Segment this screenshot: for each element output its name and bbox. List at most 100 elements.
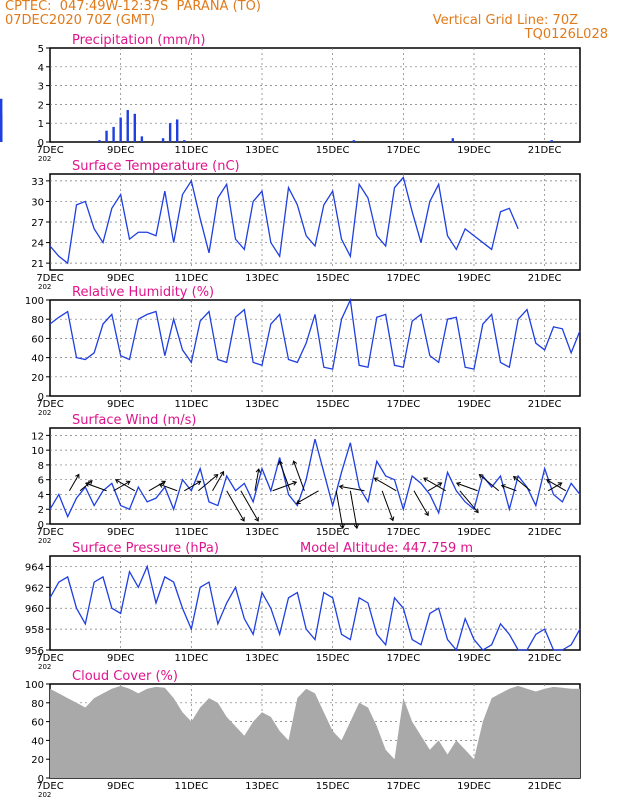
x-tick-label: 9DEC: [107, 781, 134, 792]
model-altitude-label: Model Altitude: 447.759 m: [300, 541, 473, 556]
wind-arrow-head: [114, 479, 120, 484]
precip-bar: [168, 123, 172, 142]
x-tick-sublabel: 202: [38, 155, 51, 163]
precip-bar: [98, 140, 101, 142]
y-tick-label: 80: [31, 699, 44, 710]
wind-arrow: [240, 490, 259, 522]
precip-bar: [550, 140, 553, 142]
y-tick-label: 960: [25, 604, 44, 615]
panel-title: Cloud Cover (%): [72, 669, 178, 684]
x-tick-label: 19DEC: [457, 145, 491, 156]
wind-arrow: [546, 479, 567, 492]
wind-arrow-head: [437, 482, 443, 487]
x-tick-label: 13DEC: [245, 527, 279, 538]
y-tick-label: 958: [25, 625, 44, 636]
y-tick-label: 20: [31, 755, 44, 766]
wind-arrow: [381, 490, 394, 521]
x-tick-label: 7DEC: [36, 653, 63, 664]
panel-frame: [49, 47, 581, 143]
x-tick-label: 13DEC: [245, 781, 279, 792]
cloud-cover-area: [50, 685, 580, 778]
y-tick-label: 20: [31, 373, 44, 384]
precip-bar: [133, 113, 136, 142]
y-tick-label: 962: [25, 583, 44, 594]
vertical-grid-line-label: Vertical Grid Line: 70Z: [432, 13, 578, 28]
x-tick-label: 19DEC: [457, 399, 491, 410]
precip-bar: [112, 126, 115, 142]
wind-arrow-head: [353, 524, 359, 530]
wind-arrow-head: [84, 481, 90, 487]
wind-arrow-head: [255, 468, 261, 473]
wind-arrow: [427, 482, 442, 492]
x-tick-label: 21DEC: [528, 781, 562, 792]
panel-frame: [49, 555, 581, 651]
precip-bar: [161, 138, 165, 142]
wind-arrow-head: [292, 460, 298, 466]
wind-arrow: [79, 480, 93, 492]
x-tick-label: 17DEC: [386, 145, 420, 156]
y-tick-label: 10: [31, 446, 44, 457]
precip-bar: [451, 138, 454, 142]
wind-arrow: [456, 482, 478, 492]
x-tick-label: 17DEC: [386, 399, 420, 410]
x-tick-label: 15DEC: [316, 145, 350, 156]
y-tick-label: 4: [38, 490, 44, 501]
panel-frame: [49, 427, 581, 525]
panel-frame: [49, 299, 581, 397]
x-tick-label: 7DEC: [36, 527, 63, 538]
wind-arrow-head: [158, 482, 164, 488]
y-tick-label: 30: [31, 197, 44, 208]
x-tick-label: 15DEC: [316, 653, 350, 664]
x-tick-label: 13DEC: [245, 273, 279, 284]
panel-title: Relative Humidity (%): [72, 285, 214, 300]
wind-arrow: [459, 490, 479, 513]
wind-arrow: [339, 485, 365, 492]
wind-arrow: [278, 460, 291, 491]
x-tick-label: 13DEC: [245, 399, 279, 410]
y-tick-label: 40: [31, 736, 44, 747]
wind-arrow-head: [213, 473, 219, 479]
x-tick-label: 19DEC: [457, 653, 491, 664]
x-tick-sublabel: 202: [38, 537, 51, 545]
y-tick-label: 80: [31, 315, 44, 326]
wind-arrow-head: [557, 482, 563, 487]
series-line: [49, 438, 581, 519]
x-tick-sublabel: 202: [38, 283, 51, 291]
wind-arrow-head: [161, 480, 167, 486]
y-tick-label: 4: [38, 63, 44, 74]
wind-arrow: [413, 490, 429, 516]
x-tick-label: 11DEC: [174, 145, 208, 156]
x-tick-label: 21DEC: [528, 527, 562, 538]
x-tick-sublabel: 202: [38, 663, 51, 671]
x-tick-label: 7DEC: [36, 145, 63, 156]
precip-bar: [126, 110, 129, 142]
x-tick-label: 17DEC: [386, 273, 420, 284]
y-tick-label: 956: [25, 646, 44, 657]
x-tick-label: 9DEC: [107, 653, 134, 664]
x-tick-label: 13DEC: [245, 653, 279, 664]
x-tick-label: 21DEC: [528, 399, 562, 410]
wind-arrow-head: [455, 481, 461, 487]
wind-arrow: [501, 484, 517, 492]
model-code: TQ0126L028: [524, 27, 608, 42]
wind-arrow: [113, 480, 131, 492]
y-tick-label: 3: [38, 82, 44, 93]
y-tick-label: 6: [38, 476, 44, 487]
y-tick-label: 100: [25, 680, 44, 691]
panel-title: Surface Wind (m/s): [72, 413, 196, 428]
x-tick-label: 7DEC: [36, 273, 63, 284]
x-tick-label: 19DEC: [457, 527, 491, 538]
y-tick-label: 5: [38, 44, 44, 55]
wind-arrow-head: [240, 516, 245, 522]
x-tick-label: 19DEC: [457, 781, 491, 792]
wind-arrow-head: [500, 484, 506, 489]
wind-arrow: [335, 490, 344, 529]
x-tick-label: 9DEC: [107, 527, 134, 538]
panel-title: Surface Temperature (nC): [72, 159, 240, 174]
wind-arrow: [272, 481, 297, 492]
wind-arrow-head: [75, 473, 80, 479]
wind-arrow-head: [512, 476, 518, 481]
x-tick-label: 9DEC: [107, 399, 134, 410]
wind-arrow-head: [373, 477, 379, 482]
